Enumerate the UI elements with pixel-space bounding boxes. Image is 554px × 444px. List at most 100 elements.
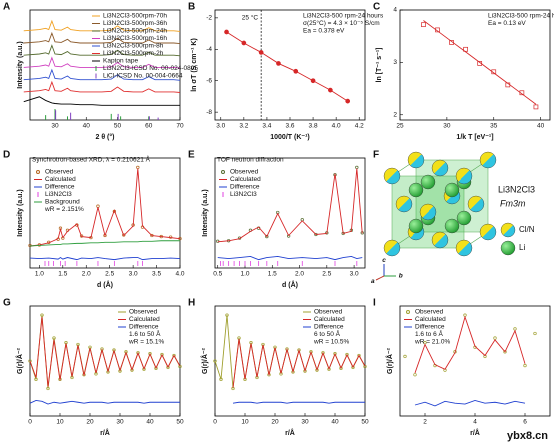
x-tick-label: 30: [51, 123, 59, 130]
data-point: [403, 354, 407, 359]
x-tick-label: 2.0: [82, 271, 91, 278]
x-tick-label: 1.5: [58, 271, 67, 278]
cl-n-atom: [383, 239, 401, 257]
x-axis-label: 2 θ (°): [95, 133, 114, 141]
x-tick-label: 4: [473, 419, 477, 426]
data-point: [224, 29, 229, 35]
x-tick-label: 3.5: [152, 271, 161, 278]
x-tick-label: 3.0: [216, 123, 225, 130]
legend-label: Li3N2Cl3: [45, 191, 72, 198]
data-point: [293, 68, 299, 74]
x-tick-label: 10: [241, 419, 249, 426]
series-line: [414, 399, 526, 407]
x-tick-label: 1.0: [240, 271, 249, 278]
y-tick-label: -2: [206, 15, 212, 22]
x-tick-label: 4.0: [175, 271, 184, 278]
series-line: [29, 316, 181, 387]
li-atom: [456, 210, 472, 226]
x-tick-label: 3.0: [129, 271, 138, 278]
legend-swatch: [406, 310, 410, 314]
series-line: [232, 338, 366, 388]
series-line: [217, 256, 363, 261]
legend-label: Li3N2Cl3-500rpm-24h: [103, 28, 167, 35]
data-point: [34, 377, 38, 381]
x-axis-label: 1000/T (K⁻¹): [270, 134, 309, 141]
y-axis-label: Intensity (a.u.): [17, 41, 24, 88]
axis-arrow: [375, 275, 385, 281]
x-tick-label: 3.8: [309, 123, 318, 130]
data-point: [310, 78, 316, 84]
data-point: [172, 353, 176, 358]
y-axis-label: ln σT (S cm⁻¹ K): [191, 38, 198, 92]
y-tick-label: -4: [206, 46, 212, 53]
y-axis-label: Intensity (a.u.): [202, 189, 209, 236]
x-tick-label: 70: [176, 123, 184, 130]
annotation: 6 to 50 Å: [314, 329, 341, 338]
legend-label: LiCl-ICSD No. 00-004-0664: [103, 73, 183, 80]
annotation: wR = 10.5%: [313, 339, 349, 346]
x-tick-label: 30: [301, 419, 309, 426]
x-tick-label: 0.5: [213, 271, 222, 278]
series-line: [23, 44, 181, 57]
panel-label: C: [373, 2, 380, 13]
x-tick-label: 50: [361, 419, 369, 426]
data-point: [241, 40, 247, 46]
x-tick-label: 50: [176, 419, 184, 426]
x-tick-label: 3.0: [350, 271, 359, 278]
x-tick-label: 40: [83, 123, 91, 130]
series-line: [29, 256, 181, 261]
data-point: [276, 61, 281, 66]
series-line: [423, 20, 537, 105]
legend-label: Li: [519, 243, 525, 252]
annotation: Ea = 0.378 eV: [303, 28, 345, 35]
x-tick-label: 10: [56, 419, 64, 426]
legend-label: Difference: [230, 184, 260, 191]
series-line: [23, 96, 180, 106]
y-tick-label: 3: [393, 59, 397, 66]
x-tick-label: 35: [490, 123, 498, 130]
data-point: [265, 234, 269, 239]
panel-label: G: [3, 298, 11, 309]
legend-label: Difference: [45, 184, 75, 191]
data-point: [122, 233, 126, 237]
li-atom: [444, 182, 460, 198]
x-tick-label: 40: [331, 419, 339, 426]
y-axis-label: G(r)/Å⁻²: [385, 347, 394, 374]
y-tick-label: 4: [393, 7, 397, 14]
panel-label: H: [188, 298, 195, 309]
series-line: [23, 68, 181, 81]
x-tick-label: 2.5: [322, 271, 331, 278]
li-atom: [408, 218, 424, 234]
data-point: [136, 165, 140, 170]
y-axis-label: G(r)/Å⁻²: [200, 347, 209, 374]
legend-label: Observed: [415, 309, 444, 316]
cl-n-atom: [455, 239, 473, 257]
cl-n-atom: [467, 195, 485, 213]
x-tick-label: 2: [423, 419, 427, 426]
x-axis-label: r/Å: [100, 428, 110, 437]
legend-label: Cl/N: [519, 225, 535, 234]
x-tick-label: 2.0: [295, 271, 304, 278]
annotation: Li3N2Cl3-500 rpm-24 hours: [488, 13, 554, 20]
legend-atom: [500, 222, 516, 238]
li-atom: [408, 182, 424, 198]
y-axis-label: G(r)/Å⁻²: [15, 347, 24, 374]
x-tick-label: 2.5: [105, 271, 114, 278]
series-line: [414, 315, 526, 374]
legend-label: Li3N2Cl3-500rpm-70h: [103, 13, 167, 20]
legend-label: Observed: [45, 169, 74, 176]
data-point: [463, 46, 468, 52]
legend-label: Li3N2Cl3-ICSD No. 00-024-0805: [103, 65, 198, 72]
data-point: [328, 87, 333, 93]
legend-label: Observed: [230, 169, 259, 176]
cl-n-atom: [479, 151, 497, 169]
annotation: Li3N2Cl3-500 rpm-24 hours: [303, 13, 384, 20]
series-line: [23, 56, 181, 69]
legend-swatch: [36, 170, 40, 174]
series-line: [232, 401, 365, 404]
x-tick-label: 25: [396, 123, 404, 130]
watermark: ybx8.cn: [507, 430, 548, 442]
legend-label: Li3N2Cl3-500rpm-2h: [103, 50, 164, 57]
data-point: [258, 50, 264, 55]
legend-label: Calculated: [230, 176, 261, 183]
